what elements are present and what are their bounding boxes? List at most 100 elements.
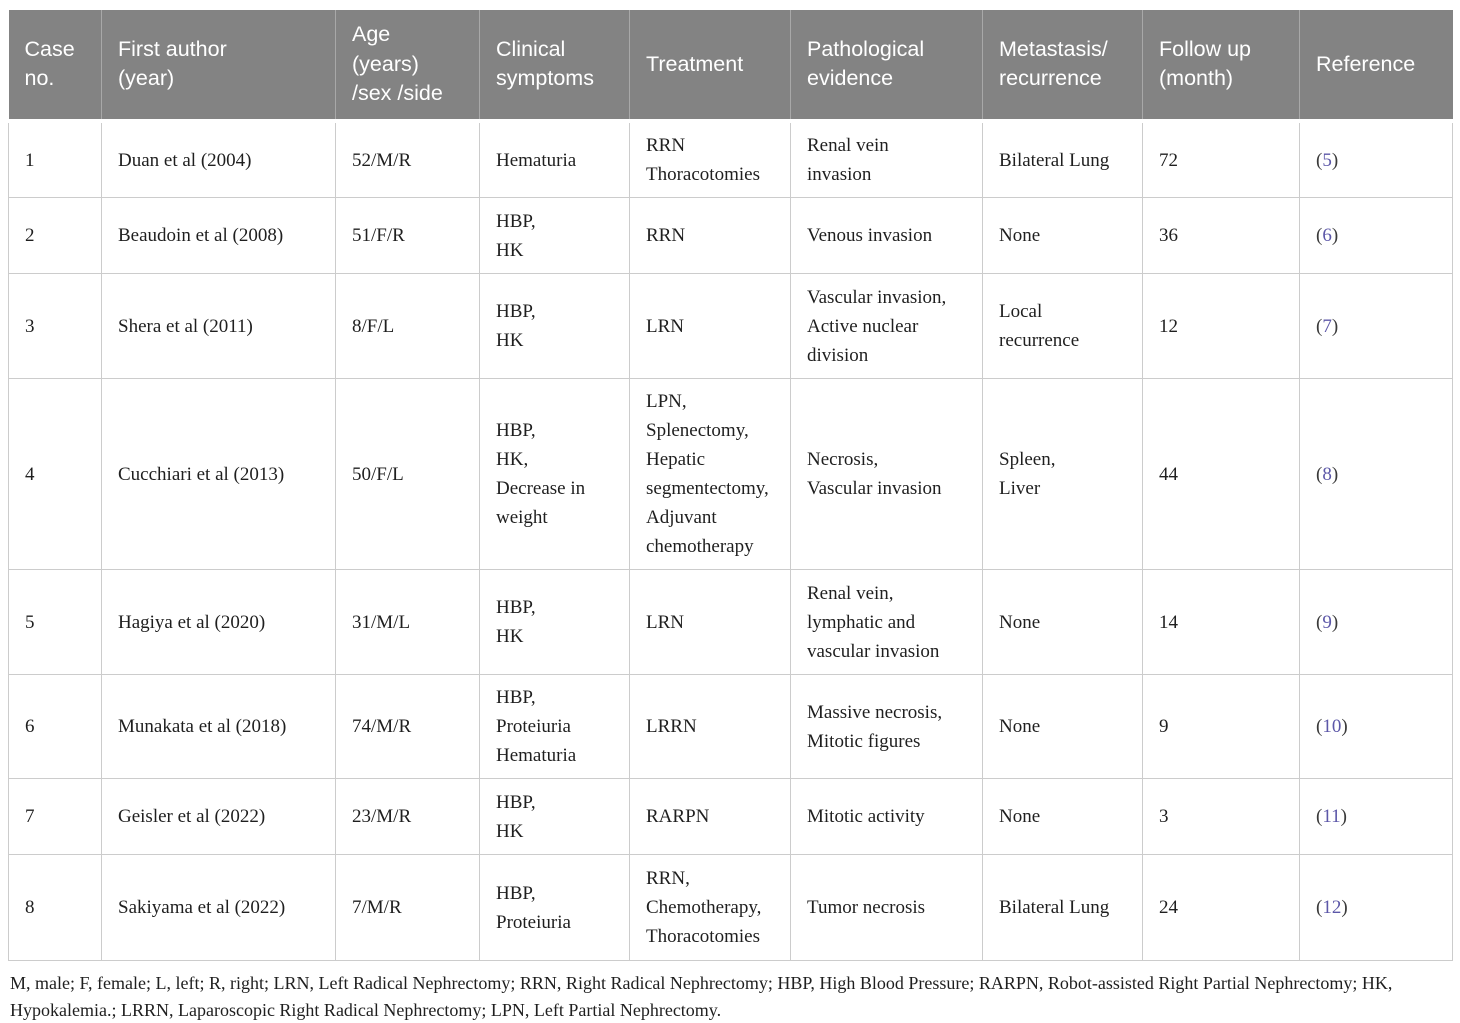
cell-first-author: Cucchiari et al (2013) xyxy=(101,378,336,571)
cell-clinical-symptoms: HBP, HK xyxy=(479,778,630,856)
cell-clinical-symptoms: HBP, HK, Decrease in weight xyxy=(479,378,630,571)
table-body: 1 Duan et al (2004) 52/M/R Hematuria RRN… xyxy=(8,120,1453,962)
table-row: 3 Shera et al (2011) 8/F/L HBP, HK LRN V… xyxy=(8,273,1453,380)
cell-treatment: LRRN xyxy=(629,674,791,780)
cell-first-author: Duan et al (2004) xyxy=(101,120,336,199)
cell-reference: (10) xyxy=(1299,674,1453,780)
cell-treatment: RRN xyxy=(629,197,791,275)
table-row: 5 Hagiya et al (2020) 31/M/L HBP, HK LRN… xyxy=(8,569,1453,676)
column-header-follow-up: Follow up (month) xyxy=(1142,10,1300,123)
reference-link[interactable]: 5 xyxy=(1322,149,1332,171)
cell-treatment: LRN xyxy=(629,273,791,380)
cell-clinical-symptoms: HBP, HK xyxy=(479,569,630,676)
cell-case-no: 6 xyxy=(8,674,102,780)
cell-metastasis-recurrence: Bilateral Lung xyxy=(982,854,1143,962)
cell-clinical-symptoms: HBP, Proteiuria xyxy=(479,854,630,962)
cell-age-sex-side: 7/M/R xyxy=(335,854,480,962)
cell-metastasis-recurrence: Spleen, Liver xyxy=(982,378,1143,571)
reference-link[interactable]: 7 xyxy=(1322,315,1332,337)
cell-follow-up: 24 xyxy=(1142,854,1300,962)
cell-pathological-evidence: Renal vein, lymphatic and vascular invas… xyxy=(790,569,983,676)
cell-pathological-evidence: Massive necrosis, Mitotic figures xyxy=(790,674,983,780)
cell-first-author: Sakiyama et al (2022) xyxy=(101,854,336,962)
cell-follow-up: 44 xyxy=(1142,378,1300,571)
cell-pathological-evidence: Renal vein invasion xyxy=(790,120,983,199)
reference-link[interactable]: 11 xyxy=(1322,806,1341,828)
cell-metastasis-recurrence: Local recurrence xyxy=(982,273,1143,380)
column-header-reference: Reference xyxy=(1299,10,1453,123)
reference-link[interactable]: 12 xyxy=(1322,897,1342,919)
column-header-age-sex-side: Age (years) /sex /side xyxy=(335,10,480,123)
cell-treatment: RARPN xyxy=(629,778,791,856)
table-row: 6 Munakata et al (2018) 74/M/R HBP, Prot… xyxy=(8,674,1453,780)
cell-metastasis-recurrence: None xyxy=(982,569,1143,676)
reference-link[interactable]: 8 xyxy=(1322,463,1332,485)
reference-paren-open: ( xyxy=(1316,149,1323,171)
column-header-first-author: First author (year) xyxy=(101,10,336,123)
reference-paren-close: ) xyxy=(1331,315,1339,337)
cell-metastasis-recurrence: None xyxy=(982,674,1143,780)
cell-case-no: 1 xyxy=(8,120,102,199)
table-row: 2 Beaudoin et al (2008) 51/F/R HBP, HK R… xyxy=(8,197,1453,275)
column-header-treatment: Treatment xyxy=(629,10,791,123)
reference-paren-open: ( xyxy=(1316,611,1323,633)
reference-paren-open: ( xyxy=(1316,225,1323,247)
cell-age-sex-side: 50/F/L xyxy=(335,378,480,571)
cell-clinical-symptoms: HBP, Proteiuria Hematuria xyxy=(479,674,630,780)
cell-case-no: 7 xyxy=(8,778,102,856)
cell-follow-up: 36 xyxy=(1142,197,1300,275)
cell-reference: (5) xyxy=(1299,120,1453,199)
reference-paren-close: ) xyxy=(1331,611,1339,633)
cell-clinical-symptoms: HBP, HK xyxy=(479,273,630,380)
cell-pathological-evidence: Venous invasion xyxy=(790,197,983,275)
cell-follow-up: 3 xyxy=(1142,778,1300,856)
cell-pathological-evidence: Necrosis, Vascular invasion xyxy=(790,378,983,571)
column-header-pathological-evidence: Pathological evidence xyxy=(790,10,983,123)
reference-paren-open: ( xyxy=(1316,463,1323,485)
reference-link[interactable]: 9 xyxy=(1322,611,1332,633)
cell-case-no: 5 xyxy=(8,569,102,676)
reference-paren-close: ) xyxy=(1331,225,1339,247)
cell-age-sex-side: 52/M/R xyxy=(335,120,480,199)
reference-link[interactable]: 10 xyxy=(1322,716,1342,738)
cell-case-no: 2 xyxy=(8,197,102,275)
column-header-clinical-symptoms: Clinical symptoms xyxy=(479,10,630,123)
cell-clinical-symptoms: HBP, HK xyxy=(479,197,630,275)
cell-treatment: LPN, Splenectomy, Hepatic segmentectomy,… xyxy=(629,378,791,571)
table-footnote: M, male; F, female; L, left; R, right; L… xyxy=(10,973,1393,1020)
cell-follow-up: 9 xyxy=(1142,674,1300,780)
column-header-case-no: Case no. xyxy=(8,10,102,123)
cell-reference: (7) xyxy=(1299,273,1453,380)
reference-paren-close: ) xyxy=(1340,806,1347,828)
cell-case-no: 3 xyxy=(8,273,102,380)
reference-link[interactable]: 6 xyxy=(1322,225,1332,247)
cell-first-author: Shera et al (2011) xyxy=(101,273,336,380)
cell-pathological-evidence: Tumor necrosis xyxy=(790,854,983,962)
cell-treatment: RRN Thoracotomies xyxy=(629,120,791,199)
reference-paren-open: ( xyxy=(1316,897,1323,919)
table-header: Case no. First author (year) Age (years)… xyxy=(8,10,1453,123)
header-row: Case no. First author (year) Age (years)… xyxy=(8,10,1453,123)
cell-first-author: Munakata et al (2018) xyxy=(101,674,336,780)
cell-first-author: Geisler et al (2022) xyxy=(101,778,336,856)
cell-age-sex-side: 8/F/L xyxy=(335,273,480,380)
cell-follow-up: 12 xyxy=(1142,273,1300,380)
reference-paren-close: ) xyxy=(1331,463,1339,485)
cell-metastasis-recurrence: None xyxy=(982,197,1143,275)
cell-pathological-evidence: Mitotic activity xyxy=(790,778,983,856)
cell-case-no: 8 xyxy=(8,854,102,962)
cell-age-sex-side: 31/M/L xyxy=(335,569,480,676)
cell-treatment: LRN xyxy=(629,569,791,676)
reference-paren-close: ) xyxy=(1341,716,1348,738)
cell-first-author: Beaudoin et al (2008) xyxy=(101,197,336,275)
table-row: 1 Duan et al (2004) 52/M/R Hematuria RRN… xyxy=(8,120,1453,199)
table-row: 7 Geisler et al (2022) 23/M/R HBP, HK RA… xyxy=(8,778,1453,856)
reference-paren-open: ( xyxy=(1316,716,1323,738)
cell-follow-up: 72 xyxy=(1142,120,1300,199)
reference-paren-open: ( xyxy=(1316,806,1323,828)
cell-reference: (8) xyxy=(1299,378,1453,571)
cell-first-author: Hagiya et al (2020) xyxy=(101,569,336,676)
case-reports-table: Case no. First author (year) Age (years)… xyxy=(8,10,1453,962)
cell-reference: (9) xyxy=(1299,569,1453,676)
cell-follow-up: 14 xyxy=(1142,569,1300,676)
